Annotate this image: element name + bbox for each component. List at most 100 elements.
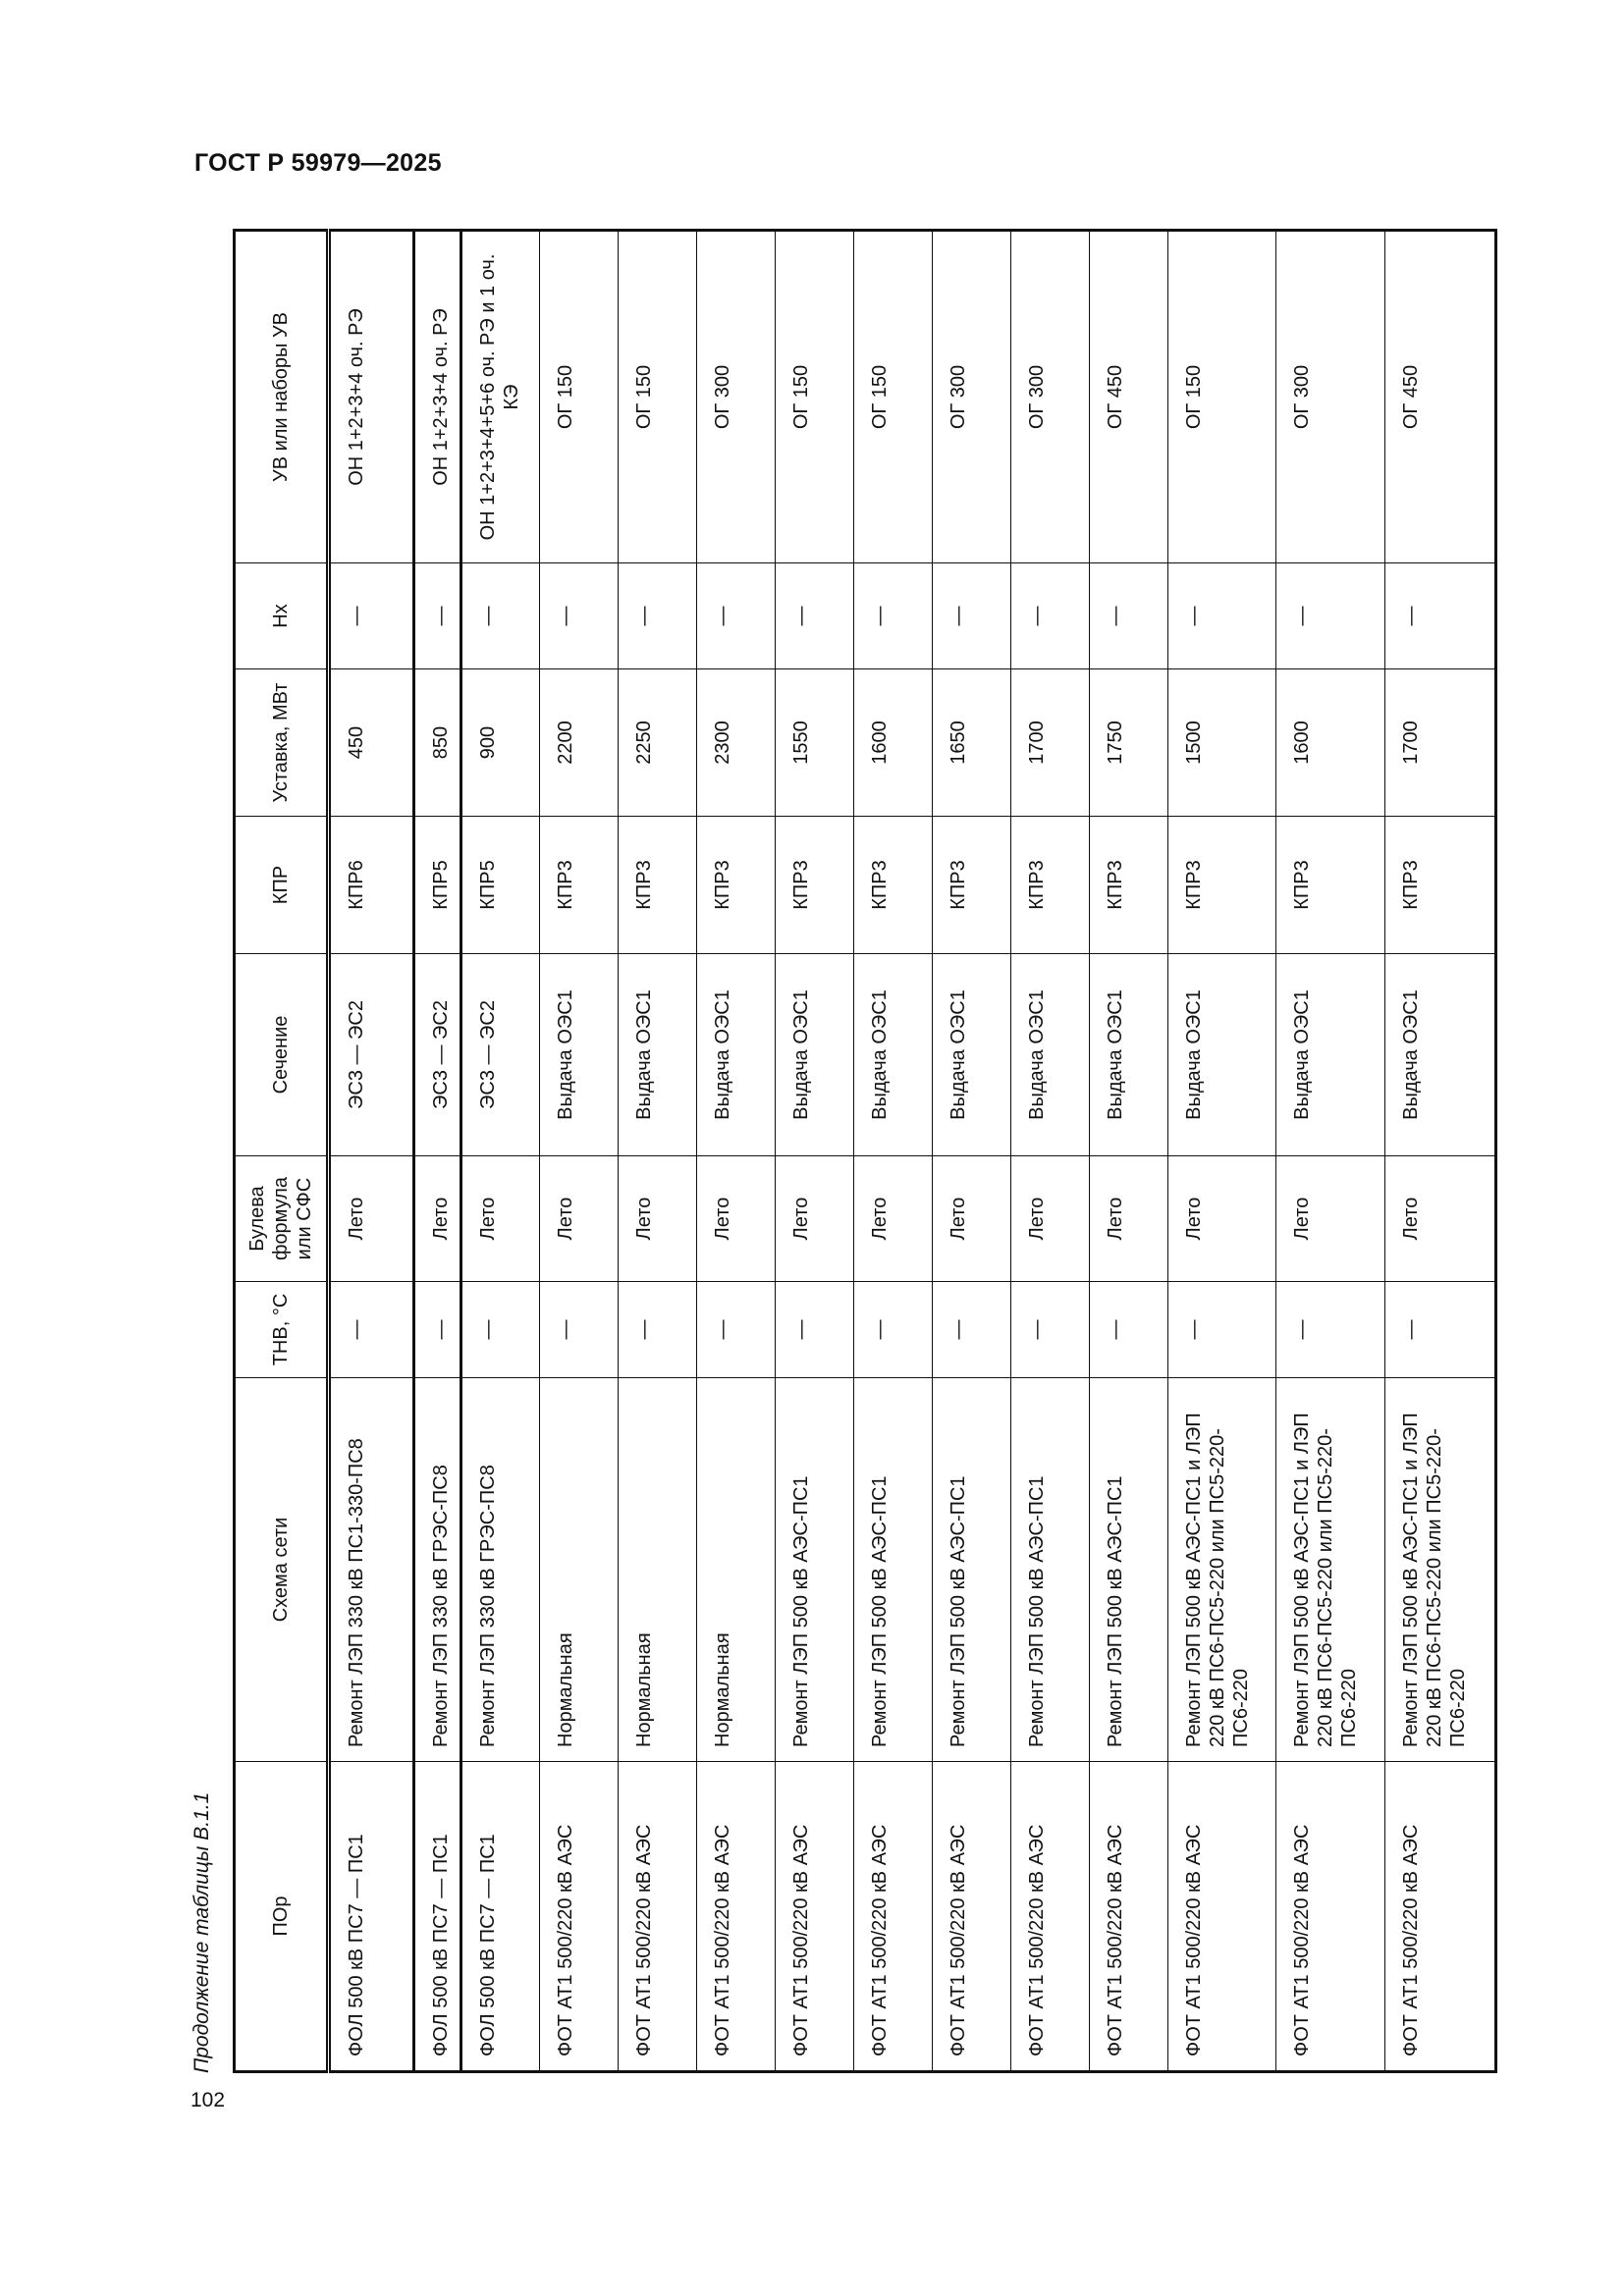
cell-tnv: — (460, 1281, 540, 1378)
table-row: ФОТ АТ1 500/220 кВ АЭС Ремонт ЛЭП 500 кВ … (932, 230, 1011, 2072)
cell-network-scheme: Ремонт ЛЭП 500 кВ АЭС-ПС1 (775, 1377, 854, 1762)
cell-section: ЭС3 — ЭС2 (460, 953, 540, 1156)
cell-boolean-formula: Лето (539, 1155, 619, 1282)
cell-boolean-formula: Лето (460, 1155, 540, 1282)
cell-control-actions: ОГ 150 (1167, 230, 1276, 563)
cell-kpr: КПР3 (1089, 816, 1168, 954)
cell-kpr: КПР5 (413, 816, 461, 954)
cell-por: ФОТ АТ1 500/220 кВ АЭС (775, 1761, 854, 2072)
cell-por: ФОТ АТ1 500/220 кВ АЭС (539, 1761, 619, 2072)
cell-control-actions: ОГ 300 (1010, 230, 1090, 563)
cell-nx: — (460, 562, 540, 669)
column-header-section: Сечение (234, 953, 329, 1156)
cell-control-actions: ОГ 150 (618, 230, 697, 563)
cell-setpoint: 850 (413, 668, 461, 817)
cell-tnv: — (539, 1281, 619, 1378)
cell-nx: — (853, 562, 933, 669)
table-row: ФОТ АТ1 500/220 кВ АЭС Нормальная — Лето Выд… (618, 230, 697, 2072)
cell-network-scheme: Ремонт ЛЭП 500 кВ АЭС-ПС1 (932, 1377, 1011, 1762)
cell-kpr: КПР6 (328, 816, 414, 954)
table-caption: Продолжение таблицы В.1.1 (190, 1791, 213, 2073)
cell-nx: — (539, 562, 619, 669)
cell-setpoint: 1700 (1010, 668, 1090, 817)
cell-network-scheme: Ремонт ЛЭП 500 кВ АЭС-ПС1 и ЛЭП 220 кВ П… (1167, 1377, 1276, 1762)
cell-setpoint: 1550 (775, 668, 854, 817)
cell-boolean-formula: Лето (696, 1155, 776, 1282)
cell-network-scheme: Ремонт ЛЭП 500 кВ АЭС-ПС1 (853, 1377, 933, 1762)
cell-control-actions: ОН 1+2+3+4 оч. РЭ (413, 230, 461, 563)
cell-nx: — (775, 562, 854, 669)
cell-tnv: — (1384, 1281, 1496, 1378)
column-header-setpoint: Уставка, МВт (234, 668, 329, 817)
cell-por: ФОТ АТ1 500/220 кВ АЭС (1089, 1761, 1168, 2072)
table-row: ФОТ АТ1 500/220 кВ АЭС Ремонт ЛЭП 500 кВ … (775, 230, 854, 2072)
cell-kpr: КПР3 (539, 816, 619, 954)
cell-kpr: КПР3 (853, 816, 933, 954)
cell-network-scheme: Нормальная (696, 1377, 776, 1762)
table-header-row: ПОр Схема сети ТНВ, °С Булева формула или С… (234, 230, 329, 2072)
cell-setpoint: 1500 (1167, 668, 1276, 817)
cell-kpr: КПР3 (1384, 816, 1496, 954)
cell-control-actions: ОН 1+2+3+4 оч. РЭ (328, 230, 414, 563)
cell-boolean-formula: Лето (328, 1155, 414, 1282)
table-row: ФОЛ 500 кВ ПС7 — ПС1 Ремонт ЛЭП 330 кВ ГР… (460, 230, 540, 2072)
cell-kpr: КПР3 (1167, 816, 1276, 954)
cell-section: Выдача ОЭС1 (853, 953, 933, 1156)
cell-tnv: — (1010, 1281, 1090, 1378)
cell-kpr: КПР3 (1275, 816, 1385, 954)
cell-nx: — (328, 562, 414, 669)
cell-boolean-formula: Лето (853, 1155, 933, 1282)
cell-por: ФОТ АТ1 500/220 кВ АЭС (618, 1761, 697, 2072)
cell-boolean-formula: Лето (775, 1155, 854, 1282)
cell-setpoint: 900 (460, 668, 540, 817)
cell-nx: — (1010, 562, 1090, 669)
cell-setpoint: 450 (328, 668, 414, 817)
cell-por: ФОЛ 500 кВ ПС7 — ПС1 (413, 1761, 461, 2072)
column-header-kpr: КПР (234, 816, 329, 954)
cell-boolean-formula: Лето (1089, 1155, 1168, 1282)
cell-tnv: — (853, 1281, 933, 1378)
column-header-nx: Нх (234, 562, 329, 669)
cell-tnv: — (1089, 1281, 1168, 1378)
cell-tnv: — (328, 1281, 414, 1378)
cell-por: ФОТ АТ1 500/220 кВ АЭС (1384, 1761, 1496, 2072)
cell-por: ФОЛ 500 кВ ПС7 — ПС1 (328, 1761, 414, 2072)
table-row: ФОТ АТ1 500/220 кВ АЭС Ремонт ЛЭП 500 кВ … (1167, 230, 1276, 2072)
cell-boolean-formula: Лето (413, 1155, 461, 1282)
cell-control-actions: ОГ 450 (1384, 230, 1496, 563)
cell-section: Выдача ОЭС1 (1384, 953, 1496, 1156)
cell-control-actions: ОГ 150 (539, 230, 619, 563)
cell-por: ФОТ АТ1 500/220 кВ АЭС (853, 1761, 933, 2072)
cell-section: Выдача ОЭС1 (539, 953, 619, 1156)
cell-network-scheme: Ремонт ЛЭП 330 кВ ПС1-330-ПС8 (328, 1377, 414, 1762)
cell-nx: — (413, 562, 461, 669)
cell-control-actions: ОГ 300 (932, 230, 1011, 563)
cell-nx: — (1384, 562, 1496, 669)
cell-section: Выдача ОЭС1 (1167, 953, 1276, 1156)
cell-section: Выдача ОЭС1 (1010, 953, 1090, 1156)
cell-boolean-formula: Лето (1167, 1155, 1276, 1282)
cell-control-actions: ОГ 150 (853, 230, 933, 563)
cell-kpr: КПР5 (460, 816, 540, 954)
cell-setpoint: 1600 (853, 668, 933, 817)
cell-por: ФОТ АТ1 500/220 кВ АЭС (696, 1761, 776, 2072)
cell-section: Выдача ОЭС1 (696, 953, 776, 1156)
cell-kpr: КПР3 (696, 816, 776, 954)
document-header: ГОСТ Р 59979—2025 (194, 149, 442, 177)
cell-kpr: КПР3 (932, 816, 1011, 954)
table-row: ФОТ АТ1 500/220 кВ АЭС Ремонт ЛЭП 500 кВ … (1384, 230, 1496, 2072)
cell-network-scheme: Ремонт ЛЭП 330 кВ ГРЭС-ПС8 (413, 1377, 461, 1762)
cell-control-actions: ОГ 150 (775, 230, 854, 563)
cell-setpoint: 2300 (696, 668, 776, 817)
cell-setpoint: 1600 (1275, 668, 1385, 817)
cell-control-actions: ОГ 300 (696, 230, 776, 563)
cell-control-actions: ОГ 450 (1089, 230, 1168, 563)
cell-por: ФОТ АТ1 500/220 кВ АЭС (932, 1761, 1011, 2072)
table-row: ФОТ АТ1 500/220 кВ АЭС Ремонт ЛЭП 500 кВ … (1010, 230, 1090, 2072)
cell-network-scheme: Ремонт ЛЭП 500 кВ АЭС-ПС1 и ЛЭП 220 кВ П… (1384, 1377, 1496, 1762)
cell-por: ФОТ АТ1 500/220 кВ АЭС (1010, 1761, 1090, 2072)
cell-section: Выдача ОЭС1 (775, 953, 854, 1156)
column-header-tnv: ТНВ, °С (234, 1281, 329, 1378)
table-row: ФОТ АТ1 500/220 кВ АЭС Ремонт ЛЭП 500 кВ … (1275, 230, 1385, 2072)
cell-section: Выдача ОЭС1 (1089, 953, 1168, 1156)
